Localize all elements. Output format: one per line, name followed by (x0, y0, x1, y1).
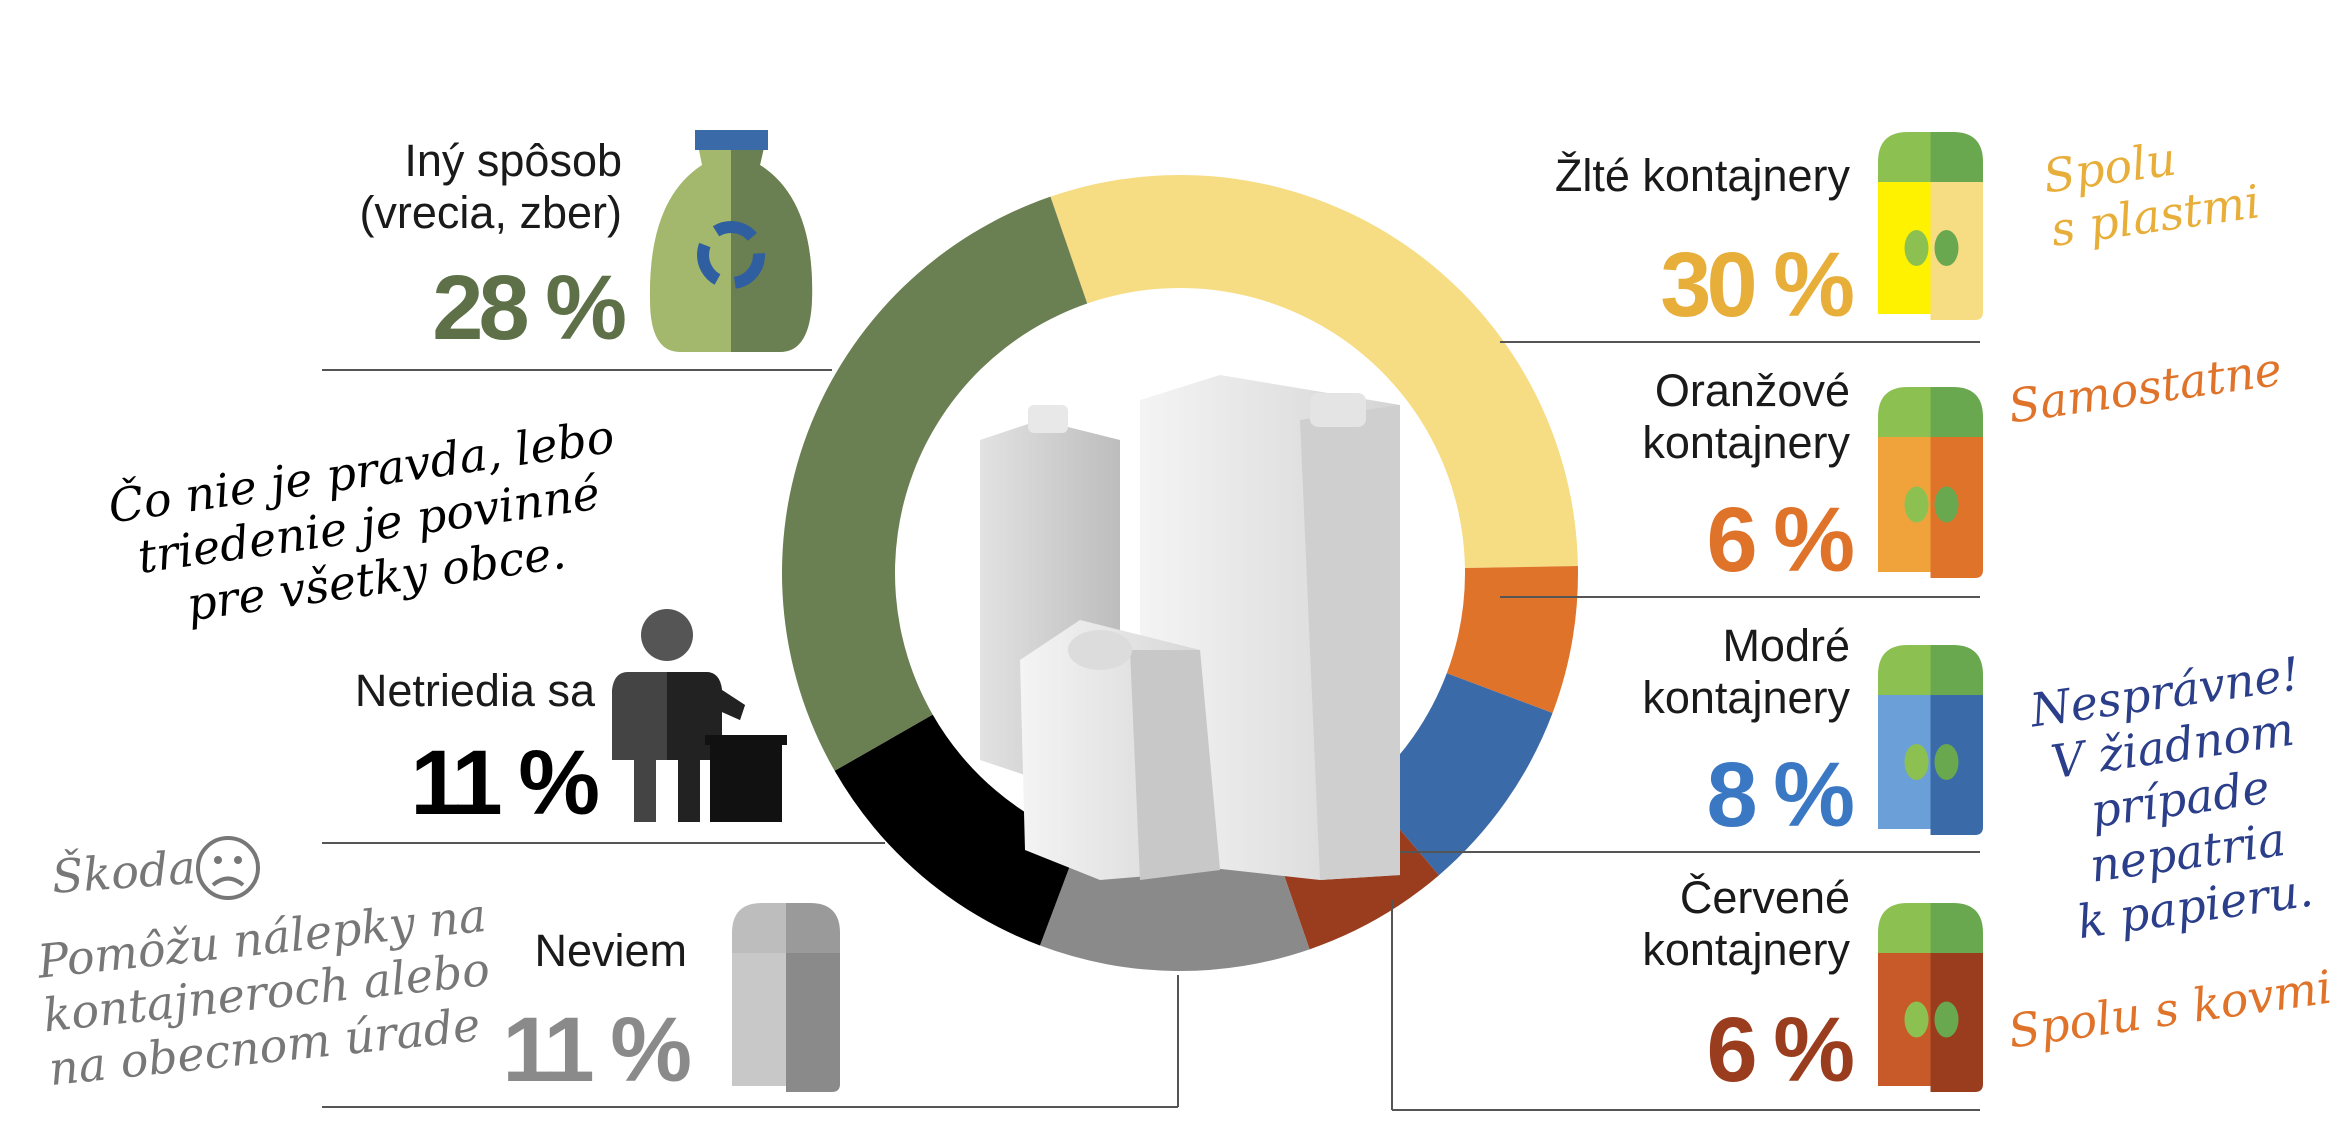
donut-segment (1446, 566, 1578, 714)
category-label: Netriedia sa (354, 665, 595, 716)
container-icon (1878, 903, 1983, 1092)
annotation: Nesprávne! V žiadnom prípade nepatria k … (2026, 646, 2317, 950)
category-label: Žlté kontajnery (1554, 150, 1850, 201)
bag-icon (649, 130, 813, 352)
donut-segment (1365, 673, 1553, 876)
quote-mark (1904, 486, 1929, 523)
container-lid (1930, 903, 1983, 953)
donut-segment (781, 196, 1088, 771)
container-lid (1878, 132, 1931, 182)
value-label: 8 % (1706, 744, 1855, 846)
value-label: 6 % (1706, 489, 1855, 591)
quote-mark (1904, 230, 1929, 266)
value-label: 30 % (1660, 234, 1855, 336)
category-label: Oranžové kontajnery (1642, 365, 1850, 468)
quote-mark (1934, 486, 1959, 523)
value-label: 28 % (432, 257, 627, 359)
container-lid (786, 903, 840, 953)
category-label: Neviem (534, 925, 687, 976)
value-label: 11 % (502, 999, 692, 1101)
quote-mark (1934, 744, 1959, 780)
cartons-illustration (980, 375, 1400, 880)
container-lid (1930, 132, 1983, 182)
container-icon (1878, 132, 1983, 320)
category-label: Modré kontajnery (1642, 620, 1850, 723)
container-icon (1878, 387, 1983, 578)
quote-mark (1904, 744, 1929, 780)
donut-segment (834, 714, 1080, 946)
person-icon (612, 609, 787, 822)
container-lid (732, 903, 786, 953)
container-icon (732, 903, 840, 1092)
quote-mark (1934, 230, 1959, 266)
value-label: 11 % (410, 732, 600, 834)
category-label: Iný spôsob (vrecia, zber) (359, 135, 622, 238)
frown-icon (196, 836, 260, 900)
category-label: Červené kontajnery (1642, 872, 1850, 975)
container-lid (1878, 387, 1931, 437)
annotation: Škoda (50, 839, 198, 904)
container-body (732, 953, 786, 1086)
container-lid (1878, 645, 1931, 695)
container-lid (1930, 387, 1983, 437)
container-body (786, 953, 840, 1092)
container-lid (1930, 645, 1983, 695)
donut-segment (1050, 174, 1578, 569)
quote-mark (1904, 1001, 1929, 1038)
container-icon (1878, 645, 1983, 835)
quote-mark (1934, 1001, 1959, 1038)
container-lid (1878, 903, 1931, 953)
value-label: 6 % (1706, 999, 1855, 1101)
